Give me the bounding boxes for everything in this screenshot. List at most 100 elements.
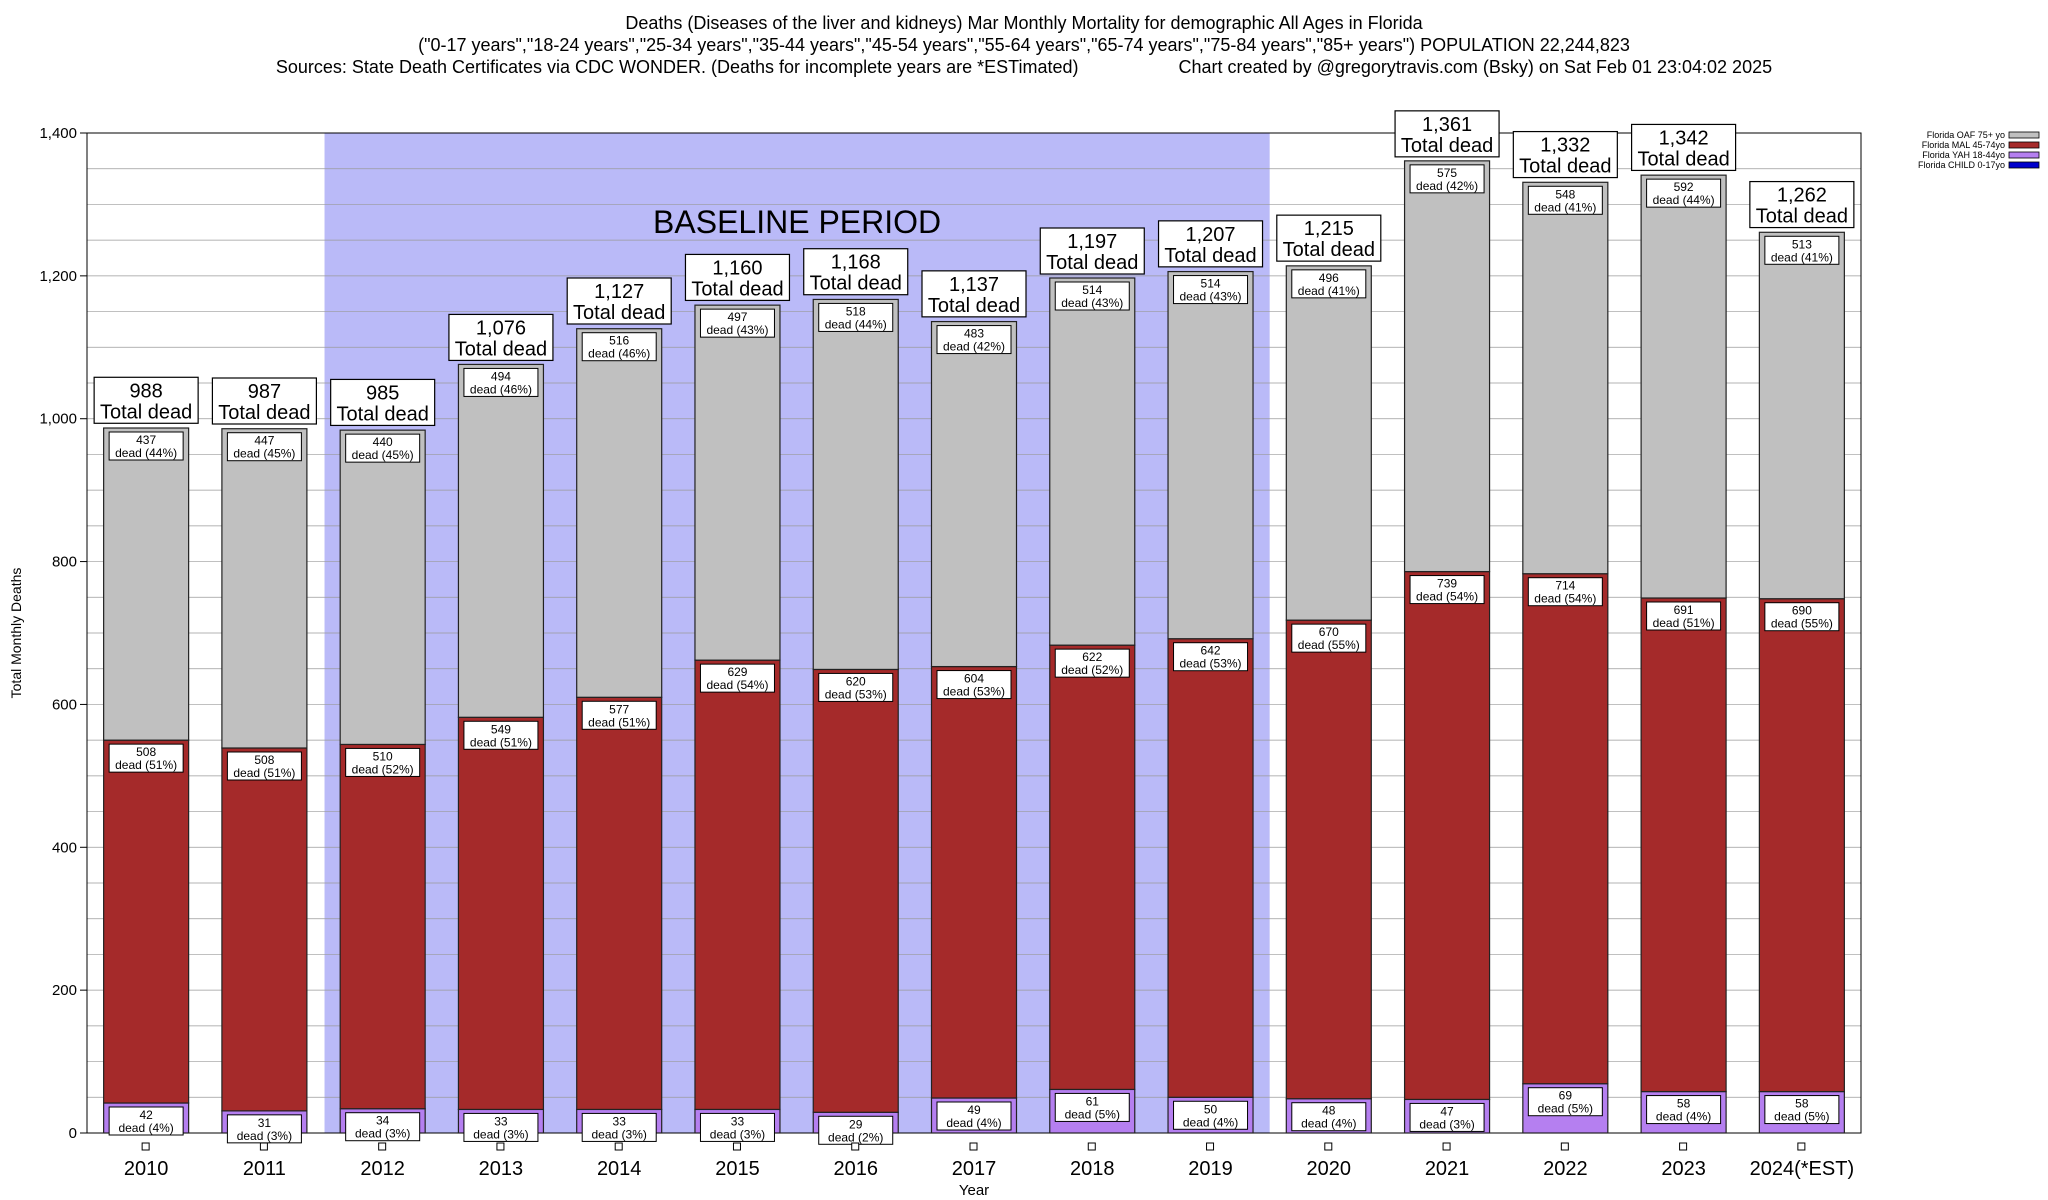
child-series-marker — [259, 1142, 268, 1151]
segment-label-box — [1764, 1095, 1840, 1125]
segment-label-box — [581, 1112, 657, 1142]
segment-value-label: 496 — [1319, 271, 1339, 285]
segment-pct-label: dead (51%) — [233, 766, 295, 780]
segment-label-box — [1409, 164, 1485, 194]
segment-label-box — [108, 743, 184, 773]
segment-label-box — [1054, 648, 1130, 678]
total-value-label: 1,262 — [1777, 185, 1827, 207]
segment-label-box — [936, 325, 1012, 355]
total-value-label: 1,332 — [1540, 135, 1590, 157]
x-axis-title: Year — [959, 1182, 989, 1199]
segment-value-label: 642 — [1201, 644, 1221, 658]
segment-pct-label: dead (5%) — [1065, 1107, 1120, 1121]
legend-label: Florida MAL 45-74yo — [1922, 140, 2005, 150]
segment-pct-label: dead (44%) — [1653, 193, 1715, 207]
segment-label-box — [463, 367, 539, 397]
segment-label-box — [1173, 1100, 1249, 1130]
segment-label-box — [345, 747, 421, 777]
segment-value-label: 592 — [1674, 180, 1694, 194]
x-tick-label: 2022 — [1543, 1158, 1588, 1180]
x-tick-label: 2021 — [1425, 1158, 1470, 1180]
segment-pct-label: dead (51%) — [588, 715, 650, 729]
bar-segment — [221, 428, 308, 749]
bar-segment — [1640, 597, 1727, 1093]
segment-value-label: 513 — [1792, 237, 1812, 251]
total-label-box — [921, 270, 1027, 318]
segment-label-box — [345, 433, 421, 463]
segment-value-label: 42 — [139, 1108, 153, 1122]
segment-label-box — [818, 672, 894, 702]
segment-pct-label: dead (55%) — [1298, 638, 1360, 652]
segment-label-box — [226, 1114, 302, 1144]
segment-value-label: 548 — [1555, 187, 1575, 201]
total-caption-label: Total dead — [928, 295, 1020, 317]
segment-label-box — [699, 308, 775, 338]
chart-source-line: Sources: State Death Certificates via CD… — [0, 56, 2048, 78]
segment-value-label: 494 — [491, 369, 511, 383]
segment-value-label: 622 — [1082, 650, 1102, 664]
segment-label-box — [1646, 178, 1722, 208]
segment-pct-label: dead (4%) — [1183, 1115, 1238, 1129]
segment-value-label: 514 — [1201, 277, 1221, 291]
segment-pct-label: dead (41%) — [1534, 200, 1596, 214]
segment-pct-label: dead (54%) — [706, 678, 768, 692]
y-tick-label: 400 — [52, 839, 77, 856]
bar-segment — [576, 696, 663, 1111]
child-series-marker — [1087, 1142, 1096, 1151]
child-series-marker — [1442, 1142, 1451, 1151]
total-caption-label: Total dead — [1756, 206, 1848, 228]
total-label-box — [803, 248, 909, 296]
total-value-label: 985 — [366, 382, 399, 404]
bar-segment — [1640, 174, 1727, 599]
bar-segment — [457, 716, 545, 1111]
total-label-box — [1394, 110, 1500, 158]
segment-value-label: 48 — [1322, 1104, 1336, 1118]
total-label-box — [1749, 180, 1855, 229]
child-series-marker — [1679, 1142, 1688, 1151]
child-series-marker — [1206, 1142, 1215, 1151]
segment-value-label: 604 — [964, 672, 984, 686]
total-caption-label: Total dead — [100, 401, 192, 423]
segment-pct-label: dead (3%) — [473, 1127, 528, 1141]
total-caption-label: Total dead — [810, 273, 902, 295]
total-value-label: 1,361 — [1422, 114, 1472, 136]
total-caption-label: Total dead — [573, 302, 665, 324]
x-tick-label: 2012 — [360, 1158, 405, 1180]
total-value-label: 1,127 — [594, 281, 644, 303]
bar-segment — [1285, 619, 1372, 1100]
bar-segment — [694, 304, 781, 661]
segment-value-label: 577 — [609, 702, 629, 716]
segment-pct-label: dead (4%) — [118, 1121, 173, 1135]
segment-value-label: 50 — [1204, 1102, 1218, 1116]
segment-label-box — [581, 332, 657, 362]
total-value-label: 988 — [129, 380, 162, 402]
y-tick-label: 1,000 — [39, 411, 77, 428]
segment-label-box — [1527, 1087, 1603, 1117]
segment-value-label: 58 — [1795, 1097, 1809, 1111]
segment-value-label: 714 — [1555, 579, 1575, 593]
segment-label-box — [1054, 281, 1130, 311]
y-axis-title: Total Monthly Deaths — [8, 568, 24, 699]
child-series-marker — [1324, 1142, 1333, 1151]
bar-segment — [694, 659, 781, 1111]
total-value-label: 1,160 — [712, 257, 762, 279]
segment-pct-label: dead (54%) — [1416, 590, 1478, 604]
segment-pct-label: dead (44%) — [825, 317, 887, 331]
legend-swatch — [2008, 161, 2040, 169]
segment-label-box — [1409, 1102, 1485, 1132]
segment-pct-label: dead (42%) — [943, 340, 1005, 354]
total-caption-label: Total dead — [1046, 252, 1138, 274]
total-value-label: 1,168 — [831, 252, 881, 274]
segment-label-box — [463, 1112, 539, 1142]
segment-value-label: 31 — [258, 1116, 272, 1130]
total-value-label: 1,207 — [1186, 224, 1236, 246]
segment-pct-label: dead (44%) — [115, 446, 177, 460]
y-tick-label: 800 — [52, 554, 77, 571]
segment-value-label: 690 — [1792, 604, 1812, 618]
segment-label-box — [1291, 269, 1367, 299]
bar-segment — [1522, 181, 1609, 575]
y-tick-label: 1,400 — [39, 125, 77, 142]
segment-label-box — [345, 1112, 421, 1142]
child-series-marker — [141, 1142, 150, 1151]
